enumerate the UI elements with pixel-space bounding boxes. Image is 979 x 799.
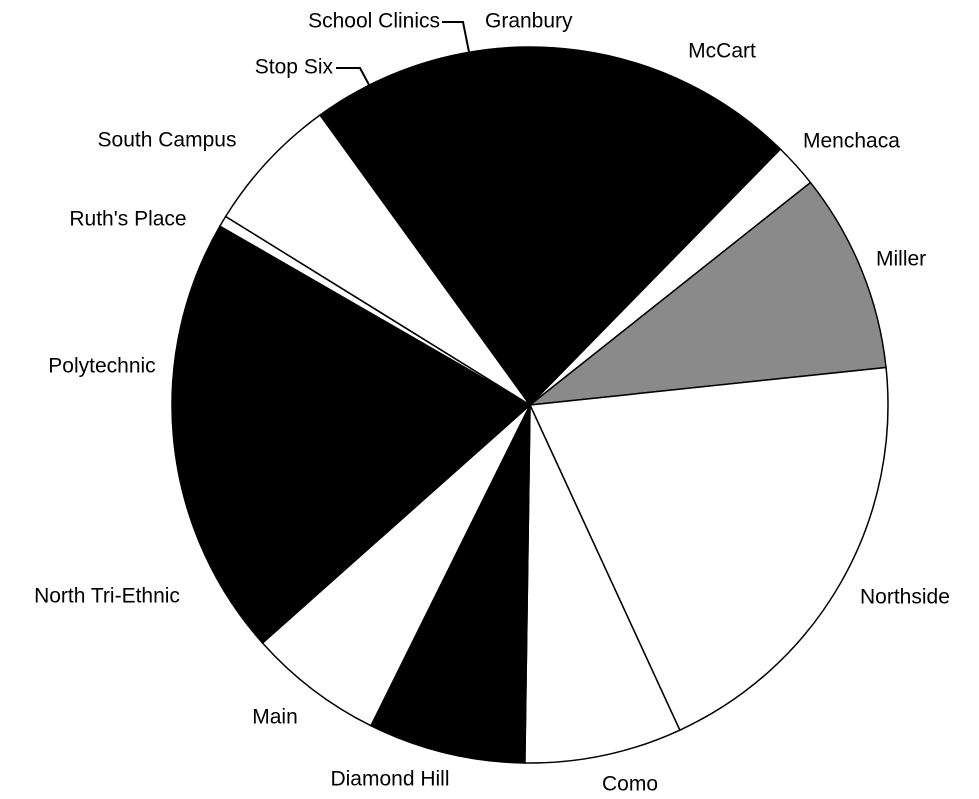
pie-slice [337,95,531,406]
slice-label: Ruth's Place [69,208,186,231]
pie-slice [528,366,889,732]
pie-slice [261,404,531,727]
slice-label: Como [602,773,658,796]
slice-label: Granbury [485,10,573,33]
pie-slice [524,404,681,764]
leader-line [442,21,470,53]
slice-label: South Campus [98,129,237,152]
slice-label: Menchaca [803,130,900,153]
slice-label: Northside [860,586,950,609]
slice-label: Polytechnic [48,355,155,378]
slice-label: Stop Six [255,56,334,79]
pie-slice [171,225,532,636]
pie-slice [527,181,887,407]
pie-slice [224,113,531,406]
slice-label: McCart [688,40,756,63]
slice-label: Miller [876,248,926,271]
slice-label: Main [252,706,298,729]
slice-label: School Clinics [308,10,440,33]
pie-slice [357,46,782,407]
slice-label: Diamond Hill [330,768,449,791]
slice-label: North Tri-Ethnic [34,585,180,608]
pie-slice [369,404,531,764]
